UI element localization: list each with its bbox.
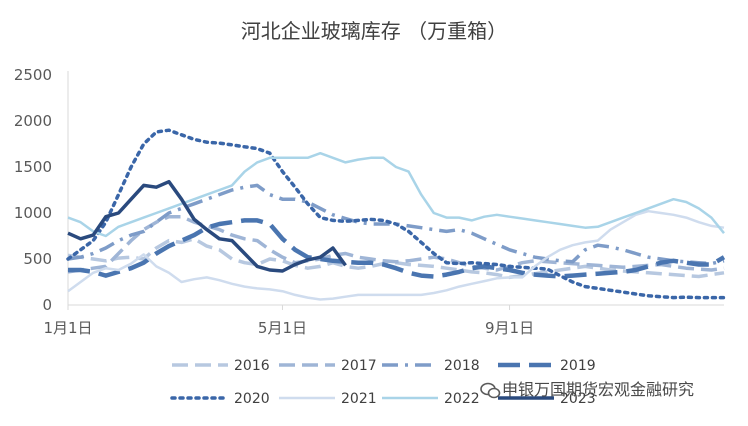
legend: 2016 2017 2018 2019 2020 2021 2022 2023 (170, 358, 596, 407)
legend-item-2021: 2021 (279, 391, 377, 407)
x-tick-label: 1月1日 (43, 319, 92, 337)
legend-label: 2021 (341, 391, 377, 407)
y-tick-label: 500 (23, 250, 52, 268)
legend-item-2020: 2020 (170, 391, 270, 407)
watermark-text: 申银万国期货宏观金融研究 (502, 380, 694, 399)
wechat-icon (480, 382, 501, 399)
legend-label: 2023 (560, 391, 596, 407)
legend-label: 2019 (560, 358, 596, 374)
series-line-2023 (67, 179, 347, 273)
legend-label: 2018 (444, 358, 480, 374)
y-tick-label: 0 (42, 296, 52, 314)
legend-label: 2016 (234, 358, 270, 374)
legend-item-2019: 2019 (498, 358, 596, 374)
y-tick-label: 2000 (14, 112, 52, 130)
y-tick-label: 1000 (14, 204, 52, 222)
legend-label: 2017 (341, 358, 377, 374)
series-layer (66, 128, 726, 301)
series-line-2021 (67, 209, 725, 301)
watermark: 申银万国期货宏观金融研究 (480, 380, 694, 399)
x-tick-label: 5月1日 (258, 319, 307, 337)
legend-item-2017: 2017 (279, 358, 377, 374)
axes: 0 500 1000 1500 2000 2500 1月1日 5月1日 9月1日 (14, 66, 724, 337)
legend-item-2016: 2016 (172, 358, 270, 374)
series-line-2019 (68, 218, 726, 279)
chart-title: 河北企业玻璃库存 （万重箱） (241, 19, 507, 43)
legend-label: 2020 (234, 391, 270, 407)
series-line-2022 (67, 151, 725, 238)
legend-item-2022: 2022 (382, 391, 480, 407)
legend-label: 2022 (444, 391, 480, 407)
legend-item-2018: 2018 (382, 358, 480, 374)
series-line-2020 (66, 128, 726, 300)
y-tick-label: 1500 (14, 158, 52, 176)
series-line-2017 (67, 214, 725, 274)
legend-item-2023: 2023 (498, 391, 596, 407)
x-tick-label: 9月1日 (485, 319, 534, 337)
y-tick-label: 2500 (14, 66, 52, 84)
